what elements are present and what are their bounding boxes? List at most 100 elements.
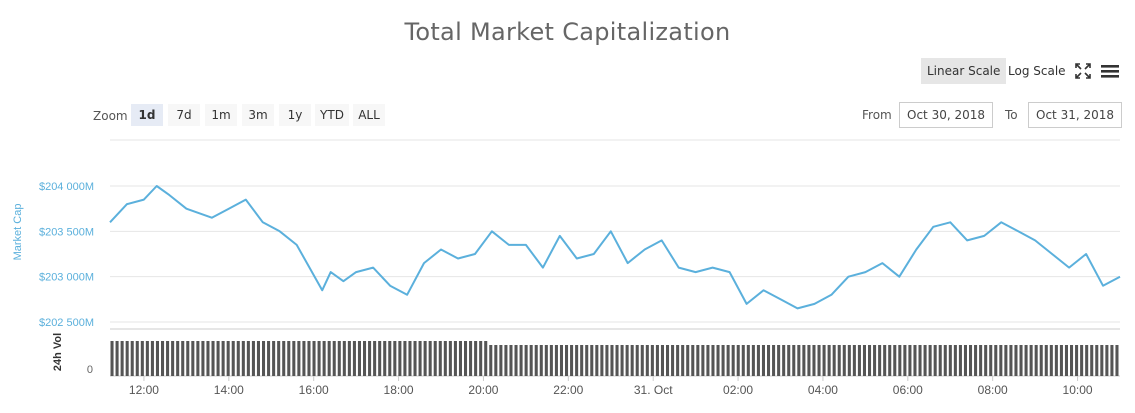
y-tick-label: $203 000M: [39, 272, 94, 284]
volume-bar: [1115, 345, 1119, 376]
volume-bar: [984, 345, 988, 376]
volume-bar: [958, 345, 962, 376]
volume-bar: [206, 341, 210, 376]
volume-bar: [716, 345, 720, 376]
chart-title: Total Market Capitalization: [404, 18, 731, 46]
fullscreen-icon[interactable]: [1072, 60, 1094, 82]
volume-bar: [948, 345, 952, 376]
volume-bar: [499, 345, 503, 376]
linear-scale-button[interactable]: Linear Scale: [921, 58, 1007, 84]
zoom-3m-button[interactable]: 3m: [242, 104, 274, 126]
volume-bar: [1049, 345, 1053, 376]
volume-bar: [635, 345, 639, 376]
volume-bar: [115, 341, 119, 376]
volume-bar: [1064, 345, 1068, 376]
volume-bar: [721, 345, 725, 376]
zoom-1y-button[interactable]: 1y: [279, 104, 311, 126]
volume-bar: [120, 341, 124, 376]
volume-bar: [161, 341, 165, 376]
volume-bar: [989, 345, 993, 376]
volume-bar: [403, 341, 407, 376]
volume-bar: [216, 341, 220, 376]
volume-bar: [898, 345, 902, 376]
x-tick-label: 14:00: [214, 383, 244, 397]
volume-bar: [565, 345, 569, 376]
volume-bar: [322, 341, 326, 376]
volume-bar: [236, 341, 240, 376]
volume-bar: [393, 341, 397, 376]
x-tick-label: 10:00: [1063, 383, 1093, 397]
y-tick-label: $202 500M: [39, 317, 94, 329]
volume-bar: [923, 345, 927, 376]
zoom-ytd-button[interactable]: YTD: [315, 104, 349, 126]
volume-bar: [388, 341, 392, 376]
volume-bar: [554, 345, 558, 376]
volume-bar: [1004, 345, 1008, 376]
volume-bar: [630, 345, 634, 376]
volume-bar: [832, 345, 836, 376]
volume-bar: [756, 345, 760, 376]
volume-bar: [862, 345, 866, 376]
volume-bar: [812, 345, 816, 376]
zoom-7d-button[interactable]: 7d: [168, 104, 200, 126]
volume-bar: [453, 341, 457, 376]
volume-bar: [226, 341, 230, 376]
volume-bar: [660, 345, 664, 376]
volume-bar: [761, 345, 765, 376]
volume-bar: [458, 341, 462, 376]
zoom-1m-button[interactable]: 1m: [205, 104, 237, 126]
volume-bar: [171, 341, 175, 376]
volume-bar: [837, 345, 841, 376]
volume-bar: [1034, 345, 1038, 376]
log-scale-button[interactable]: Log Scale: [1008, 64, 1066, 78]
volume-bar: [373, 341, 377, 376]
volume-bar: [494, 345, 498, 376]
volume-bar: [191, 341, 195, 376]
volume-bar: [792, 345, 796, 376]
volume-bar: [347, 341, 351, 376]
volume-bar: [625, 345, 629, 376]
volume-bar: [256, 341, 260, 376]
volume-bar: [852, 345, 856, 376]
zoom-label: Zoom: [93, 109, 128, 123]
volume-bar: [509, 345, 513, 376]
volume-bar: [893, 345, 897, 376]
x-tick-label: 20:00: [468, 383, 498, 397]
y-axis-label: Market Cap: [12, 204, 24, 261]
volume-bar: [474, 341, 478, 376]
volume-bar: [974, 345, 978, 376]
volume-bar: [903, 345, 907, 376]
volume-bar: [938, 345, 942, 376]
volume-bar: [539, 345, 543, 376]
volume-bar: [655, 345, 659, 376]
volume-bar: [1110, 345, 1114, 376]
volume-bar: [241, 341, 245, 376]
volume-bar: [317, 341, 321, 376]
volume-bar: [201, 341, 205, 376]
volume-bar: [676, 345, 680, 376]
x-tick-label: 16:00: [299, 383, 329, 397]
x-tick-label: 08:00: [978, 383, 1008, 397]
volume-bar: [383, 341, 387, 376]
volume-bar: [363, 341, 367, 376]
volume-bar: [408, 341, 412, 376]
from-date-input[interactable]: Oct 30, 2018: [899, 102, 993, 128]
volume-bar: [666, 345, 670, 376]
x-tick-label: 31. Oct: [634, 383, 673, 397]
to-date-input[interactable]: Oct 31, 2018: [1028, 102, 1122, 128]
volume-bar: [1054, 345, 1058, 376]
zoom-1d-button[interactable]: 1d: [131, 104, 163, 126]
volume-bar: [943, 345, 947, 376]
volume-bar: [731, 345, 735, 376]
volume-bar: [398, 341, 402, 376]
volume-bar: [953, 345, 957, 376]
volume-bar: [267, 341, 271, 376]
volume-bar: [691, 345, 695, 376]
zoom-all-button[interactable]: ALL: [353, 104, 385, 126]
volume-bar: [580, 345, 584, 376]
volume-bar: [186, 341, 190, 376]
to-label: To: [1005, 108, 1018, 122]
volume-bar: [559, 345, 563, 376]
hamburger-menu-icon[interactable]: [1099, 60, 1121, 82]
y-tick-label: $204 000M: [39, 181, 94, 193]
